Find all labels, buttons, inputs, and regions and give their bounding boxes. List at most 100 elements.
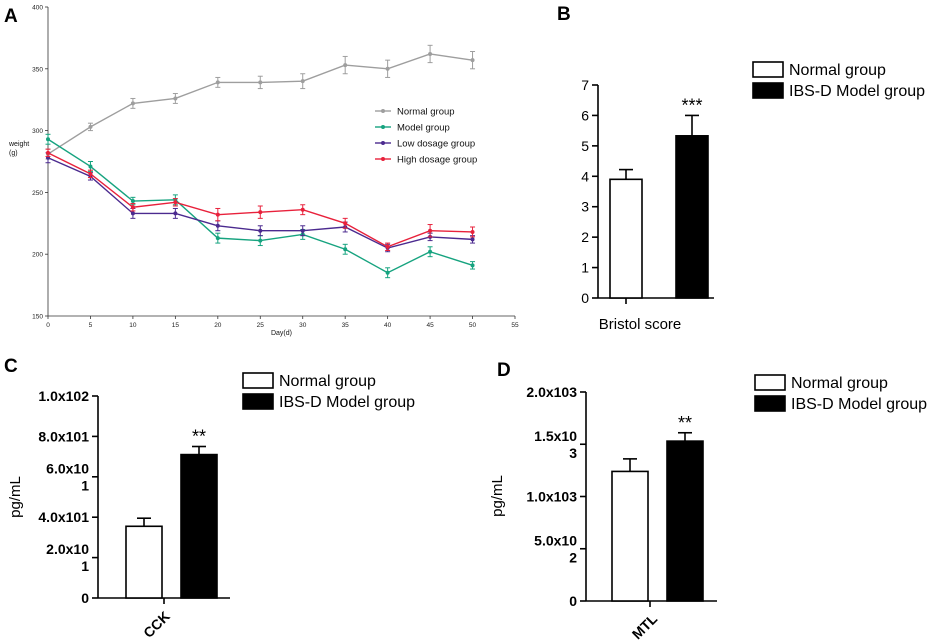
y-tick-label: 1.0x102 (38, 388, 89, 404)
x-axis-label: CCK (140, 608, 173, 641)
legend-label-1: IBS-D Model group (279, 394, 415, 411)
bar-1 (675, 135, 709, 299)
y-tick-label: 8.0x101 (38, 428, 89, 444)
data-point (343, 63, 348, 68)
data-point (173, 200, 178, 205)
bar-1 (180, 453, 218, 599)
y-tick-label: 1.5x10 3 (534, 428, 577, 461)
y-tick-label: 4.0x101 (38, 509, 89, 525)
x-tick-label: 40 (384, 322, 392, 329)
data-point (385, 244, 390, 249)
legend-swatch (242, 393, 274, 410)
data-point (88, 124, 93, 129)
y-tick-label: 1 (581, 260, 589, 276)
data-point (88, 164, 93, 169)
data-point (300, 207, 305, 212)
bar-0 (609, 178, 643, 299)
y-tick-label: 0 (81, 590, 89, 606)
bar-0 (125, 525, 163, 599)
data-point (215, 80, 220, 85)
legend-marker (381, 141, 385, 145)
x-tick-label: 15 (172, 322, 180, 329)
bar-1 (666, 440, 704, 602)
legend-swatch (754, 395, 786, 412)
data-point (215, 212, 220, 217)
y-tick-label: 0 (569, 593, 577, 609)
data-point (385, 66, 390, 71)
x-tick-label: 55 (511, 322, 519, 329)
legend-label-0: Normal group (397, 107, 455, 118)
data-point (88, 171, 93, 176)
y-tick-label: 400 (32, 5, 43, 12)
y-tick-label: 200 (32, 252, 43, 259)
y-axis-label-unit: (g) (9, 150, 18, 157)
data-point (130, 211, 135, 216)
y-axis-label: weight (8, 141, 29, 148)
panel-label-d: D (497, 360, 511, 381)
y-tick-label: 2.0x103 (526, 384, 577, 400)
y-tick-label: 1.0x103 (526, 489, 577, 505)
data-point (46, 137, 50, 142)
y-tick-label: 2.0x10 1 (46, 541, 89, 574)
legend-swatch (752, 61, 784, 78)
legend-label-1: Model group (397, 123, 450, 134)
legend-marker (381, 125, 385, 129)
chart-d-mtl-bar: 0 5.0x10 2 1.0x103 1.5x10 3 2.0x103 ** Normal gr… (489, 374, 927, 642)
data-point (470, 237, 475, 242)
y-tick-label: 3 (581, 199, 589, 215)
data-point (130, 205, 135, 210)
x-tick-label: 20 (214, 322, 222, 329)
legend-label-2: Low dosage group (397, 139, 475, 150)
significance-label: *** (681, 95, 702, 115)
x-axis-label: Day(d) (271, 330, 292, 337)
legend-label-3: High dosage group (397, 155, 477, 166)
legend-label-1: IBS-D Model group (789, 83, 925, 100)
data-point (428, 249, 433, 254)
y-tick-label: 5.0x10 2 (534, 532, 577, 565)
data-point (130, 199, 135, 204)
bar-0 (611, 470, 649, 602)
x-tick-label: 35 (342, 322, 350, 329)
data-point (173, 211, 178, 216)
data-point (258, 210, 263, 215)
y-tick-label: 350 (32, 66, 43, 73)
data-point (300, 79, 305, 84)
x-tick-label: 0 (46, 322, 50, 329)
y-tick-label: 7 (581, 77, 589, 93)
panel-label-b: B (557, 4, 571, 25)
x-tick-label: 10 (129, 322, 137, 329)
y-axis-label: pg/mL (7, 476, 24, 518)
data-point (46, 150, 50, 155)
x-tick-label: 50 (469, 322, 477, 329)
data-point (173, 96, 178, 101)
y-axis-label: pg/mL (489, 475, 506, 517)
data-point (258, 228, 263, 233)
panel-label-a: A (4, 6, 18, 27)
legend-marker (381, 157, 385, 161)
data-point (343, 247, 348, 252)
significance-label: ** (192, 427, 206, 447)
legend-swatch (754, 374, 786, 391)
data-point (215, 236, 220, 241)
y-tick-label: 250 (32, 190, 43, 197)
x-tick-label: 5 (89, 322, 93, 329)
x-tick-label: 25 (257, 322, 265, 329)
data-point (130, 101, 135, 106)
y-tick-label: 5 (581, 138, 589, 154)
legend-marker (381, 109, 385, 113)
data-point (470, 263, 475, 268)
data-point (258, 80, 263, 85)
legend-label-0: Normal group (789, 62, 886, 79)
chart-b-bristol-bar: 0 1 2 3 4 5 6 7 *** Normal group IBS-D Model group… (581, 61, 925, 333)
data-point (215, 223, 220, 228)
legend-label-1: IBS-D Model group (791, 396, 927, 413)
legend-label-0: Normal group (279, 373, 376, 390)
x-axis-label: MTL (629, 610, 661, 642)
legend-swatch (752, 82, 784, 99)
data-point (470, 58, 475, 63)
data-point (385, 270, 390, 275)
y-tick-label: 2 (581, 229, 589, 245)
data-point (258, 238, 263, 243)
x-tick-label: 30 (299, 322, 307, 329)
